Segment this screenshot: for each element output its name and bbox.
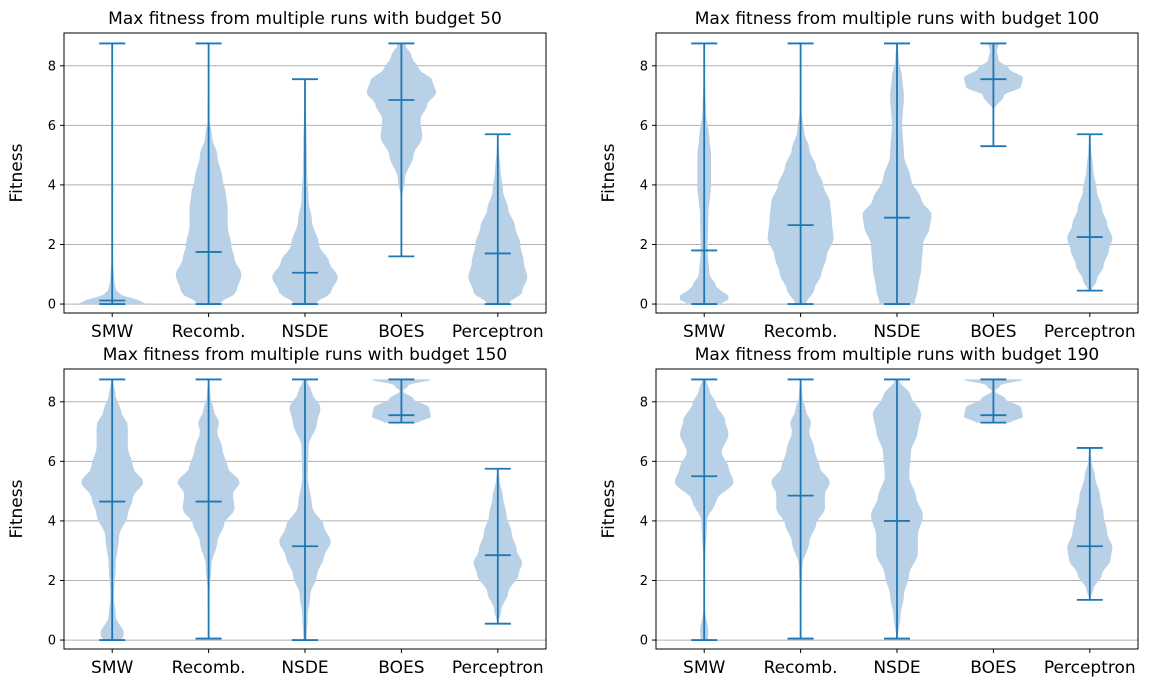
violin-nsde <box>862 42 932 305</box>
violin-boes <box>963 378 1023 424</box>
x-tick-label: NSDE <box>873 658 920 678</box>
violin-smw <box>81 378 144 641</box>
y-tick-label: 0 <box>48 634 56 649</box>
y-tick-label: 8 <box>640 59 648 74</box>
violin-smw <box>675 378 734 641</box>
chart-panel-2: 0 2 4 6 8 SMW Recomb. NSDE BOES Perceptron Max fit… <box>599 9 1139 342</box>
x-tick-label: Recomb. <box>172 322 246 342</box>
y-tick-label: 4 <box>640 178 648 193</box>
x-tick-label: SMW <box>683 658 725 678</box>
y-tick-label: 0 <box>640 634 648 649</box>
y-axis-label: Fitness <box>599 479 619 538</box>
y-tick-label: 6 <box>48 119 56 134</box>
violin-recomb <box>767 42 834 305</box>
y-tick-label: 2 <box>640 574 648 589</box>
violin-nsde <box>279 378 331 641</box>
x-tick-label: SMW <box>683 322 725 342</box>
chart-panel-4: 0 2 4 6 8 SMW Recomb. NSDE BOES Perceptron Max fit… <box>599 345 1139 678</box>
violin-perceptron <box>473 467 522 625</box>
chart-title: Max fitness from multiple runs with budg… <box>108 9 502 29</box>
y-axis-label: Fitness <box>599 143 619 202</box>
violin-perceptron <box>468 133 528 305</box>
y-tick-label: 6 <box>48 455 56 470</box>
x-tick-label: SMW <box>91 658 133 678</box>
violin-perceptron <box>1067 133 1113 292</box>
x-tick-label: Recomb. <box>172 658 246 678</box>
x-tick-label: Perceptron <box>452 322 544 342</box>
x-tick-label: Recomb. <box>764 322 838 342</box>
y-tick-label: 2 <box>640 238 648 253</box>
violin-nsde <box>272 78 338 305</box>
x-tick-label: Perceptron <box>1044 658 1136 678</box>
y-axis-label: Fitness <box>7 479 27 538</box>
violin-boes <box>366 42 437 258</box>
y-tick-label: 2 <box>48 574 56 589</box>
x-tick-label: BOES <box>970 658 1016 678</box>
chart-panel-3: 0 2 4 6 8 SMW Recomb. NSDE BOES Perceptron Max fit… <box>7 345 547 678</box>
violin-recomb <box>177 378 240 640</box>
chart-title: Max fitness from multiple runs with budg… <box>695 345 1099 365</box>
chart-title: Max fitness from multiple runs with budg… <box>695 9 1099 29</box>
x-tick-label: Perceptron <box>1044 322 1136 342</box>
violin-boes <box>371 378 431 424</box>
x-tick-label: NSDE <box>281 658 328 678</box>
x-tick-label: Recomb. <box>764 658 838 678</box>
violin-perceptron <box>1067 447 1113 601</box>
x-tick-label: NSDE <box>281 322 328 342</box>
violin-nsde <box>871 378 923 640</box>
y-tick-label: 0 <box>48 298 56 313</box>
y-tick-label: 8 <box>48 395 56 410</box>
y-tick-label: 8 <box>640 395 648 410</box>
y-tick-label: 6 <box>640 119 648 134</box>
y-tick-label: 4 <box>640 514 648 529</box>
violin-recomb <box>175 42 242 305</box>
y-tick-label: 8 <box>48 59 56 74</box>
x-tick-label: BOES <box>378 322 424 342</box>
y-axis-label: Fitness <box>7 143 27 202</box>
violin-boes <box>963 42 1023 148</box>
x-tick-label: BOES <box>970 322 1016 342</box>
violin-smw <box>680 42 729 305</box>
y-tick-label: 2 <box>48 238 56 253</box>
violin-recomb <box>771 378 830 640</box>
x-tick-label: SMW <box>91 322 133 342</box>
x-tick-label: NSDE <box>873 322 920 342</box>
y-tick-label: 6 <box>640 455 648 470</box>
x-tick-label: BOES <box>378 658 424 678</box>
y-tick-label: 4 <box>48 178 56 193</box>
y-tick-label: 0 <box>640 298 648 313</box>
chart-title: Max fitness from multiple runs with budg… <box>103 345 507 365</box>
y-tick-label: 4 <box>48 514 56 529</box>
chart-panel-1: 0 2 4 6 8 SMW Recomb. NSDE BOES Perceptron Max fit… <box>7 9 547 342</box>
x-tick-label: Perceptron <box>452 658 544 678</box>
violin-smw <box>77 42 147 305</box>
